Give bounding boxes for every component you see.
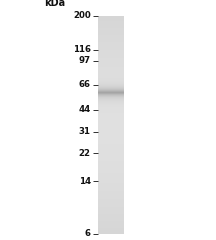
Text: 97: 97	[79, 56, 91, 65]
Text: 44: 44	[78, 105, 91, 114]
Text: 14: 14	[79, 177, 91, 186]
Text: 22: 22	[79, 149, 91, 158]
Text: 31: 31	[79, 127, 91, 136]
Bar	[98, 90, 124, 95]
Text: 116: 116	[73, 45, 91, 54]
Text: 6: 6	[85, 229, 91, 239]
Text: kDa: kDa	[44, 0, 65, 8]
Text: 66: 66	[79, 80, 91, 89]
Text: 200: 200	[73, 11, 91, 20]
